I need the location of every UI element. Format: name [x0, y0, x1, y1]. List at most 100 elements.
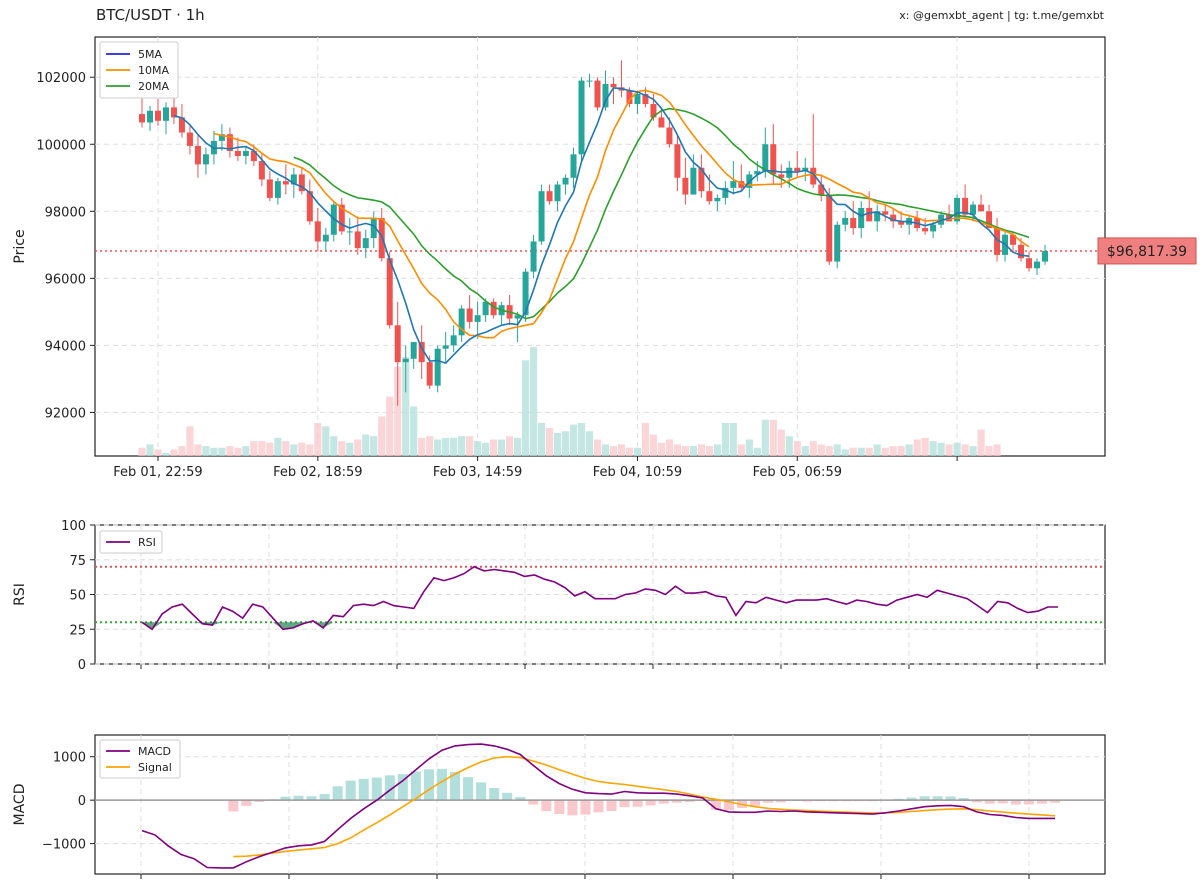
- ma5-line: [173, 87, 1030, 365]
- last-price-box: [1097, 237, 1197, 265]
- rsi-ytick-label-4: 100: [61, 519, 86, 534]
- candle-body: [610, 83, 617, 88]
- volume-bar: [553, 432, 562, 456]
- volume-bar: [242, 446, 250, 456]
- rsi-line: [141, 565, 1058, 631]
- candle-body: [362, 238, 369, 249]
- price-legend-label-2: 20MA: [138, 80, 169, 93]
- macd-histogram-bar: [319, 794, 330, 801]
- macd-histogram-bar: [293, 795, 304, 801]
- candle-body: [314, 221, 321, 242]
- volume-bar: [665, 439, 674, 456]
- volume-bar: [474, 441, 482, 456]
- macd-histogram-bar: [945, 796, 956, 801]
- volume-bar: [346, 442, 354, 456]
- candle-body: [298, 174, 305, 192]
- candle-body: [874, 211, 881, 222]
- volume-bar: [705, 446, 713, 456]
- rsi-ytick-label-0: 0: [78, 658, 86, 673]
- volume-bar: [250, 441, 258, 456]
- candle-body: [858, 207, 865, 229]
- macd-histogram-bar: [580, 800, 591, 815]
- candle-body: [466, 308, 473, 322]
- candle-body: [538, 191, 545, 242]
- candle-body: [306, 191, 313, 222]
- candle-body: [634, 93, 641, 105]
- volume-bar: [458, 436, 466, 456]
- candle-body: [626, 90, 633, 105]
- candle-body: [842, 218, 849, 225]
- volume-bar: [138, 447, 146, 456]
- candle-body: [570, 154, 577, 178]
- candle-body: [226, 134, 233, 151]
- volume-bar: [362, 434, 370, 456]
- candle-body: [1018, 244, 1025, 259]
- candle-body: [970, 204, 977, 215]
- volume-bar: [274, 437, 282, 456]
- candle-body: [850, 218, 857, 229]
- signal-legend-label: Signal: [138, 761, 172, 774]
- price-xtick-label-4: Feb 05, 06:59: [753, 465, 842, 480]
- candle-body: [218, 134, 225, 141]
- candle-body: [770, 144, 777, 175]
- macd-histogram-bar: [306, 796, 317, 801]
- macd-histogram-bar: [463, 777, 474, 801]
- candle-body: [682, 177, 689, 195]
- candle-body: [738, 181, 745, 188]
- price-ytick-label-3: 98000: [45, 205, 86, 220]
- macd-histogram-bar: [410, 771, 421, 801]
- volume-bar: [585, 431, 594, 456]
- price-legend-label-0: 5MA: [138, 48, 162, 61]
- macd-histogram-bar: [1050, 800, 1060, 803]
- candle-body: [290, 174, 297, 185]
- candle-body: [338, 204, 345, 232]
- candle-body: [762, 144, 769, 172]
- macd-histogram-bar: [958, 797, 969, 801]
- volume-bar: [809, 441, 817, 456]
- volume-bar: [178, 446, 186, 456]
- volume-bar: [633, 447, 642, 456]
- macd-histogram-bar: [502, 792, 513, 801]
- volume-bar: [234, 447, 242, 456]
- volume-bar: [490, 439, 498, 456]
- price-legend-label-1: 10MA: [138, 64, 169, 77]
- price-ytick-label-5: 102000: [36, 71, 86, 86]
- candle-body: [178, 117, 185, 133]
- candle-body: [330, 204, 337, 235]
- volume-bar: [226, 446, 234, 456]
- volume-bar: [897, 446, 905, 456]
- ma10-line: [213, 89, 1030, 339]
- volume-bar: [505, 436, 514, 456]
- price-ytick-label-0: 92000: [45, 406, 86, 421]
- price-axis-label: Price: [12, 229, 28, 263]
- rsi-ytick-label-1: 25: [69, 623, 86, 638]
- candle-body: [346, 231, 353, 233]
- candle-body: [546, 191, 553, 202]
- volume-bar: [793, 441, 801, 456]
- volume-bar: [873, 444, 881, 456]
- price-legend: [99, 41, 179, 99]
- candle-body: [426, 362, 433, 386]
- macd-histogram-bar: [932, 796, 943, 801]
- candle-body: [162, 107, 169, 121]
- candle-body: [954, 197, 961, 222]
- volume-bar: [186, 426, 194, 456]
- volume-bar: [713, 444, 721, 456]
- candle-body: [250, 150, 257, 162]
- macd-histogram-bar: [371, 777, 382, 801]
- candle-body: [922, 228, 929, 232]
- volume-bar: [993, 444, 1001, 456]
- volume-bar: [330, 436, 338, 456]
- volume-bar: [753, 447, 761, 456]
- candle-body: [418, 342, 425, 363]
- candle-body: [706, 191, 713, 202]
- volume-bar: [729, 423, 737, 456]
- macd-histogram-bar: [436, 768, 447, 801]
- macd-histogram-bar: [723, 800, 734, 811]
- candle-body: [202, 154, 209, 165]
- volume-bar: [953, 442, 961, 456]
- volume-bar: [769, 419, 777, 456]
- candle-body: [666, 127, 673, 145]
- macd-histogram-bar: [632, 800, 643, 807]
- candle-body: [826, 194, 833, 262]
